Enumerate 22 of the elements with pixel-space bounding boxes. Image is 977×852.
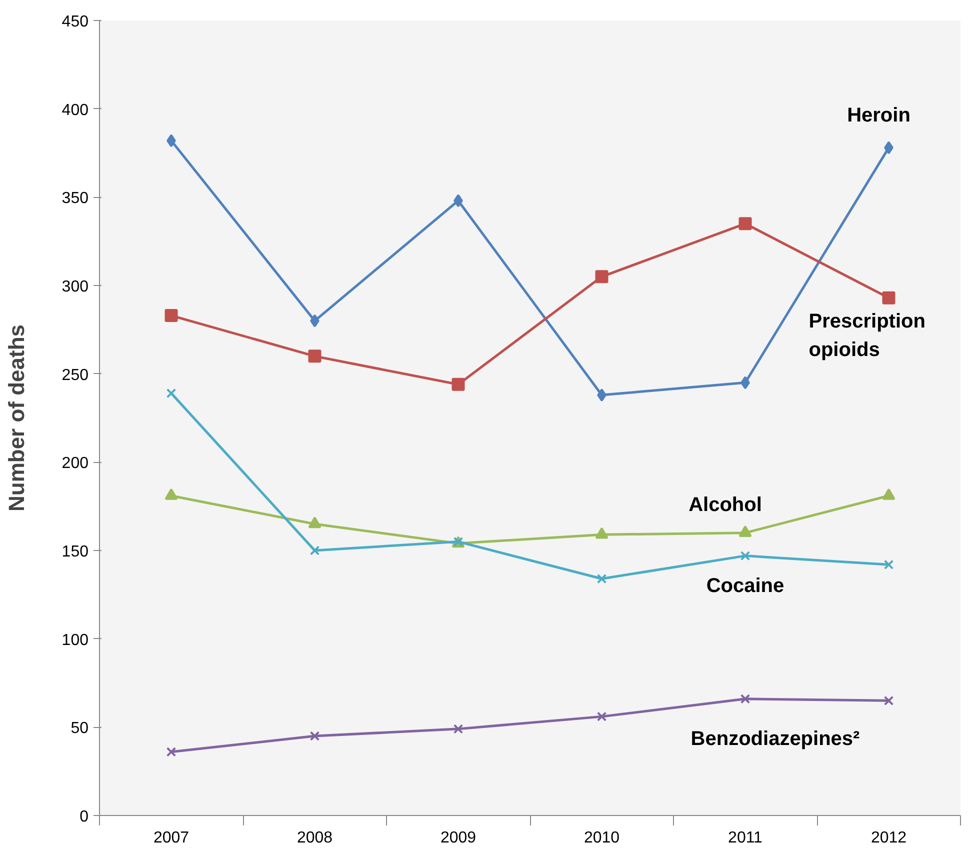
x-tick-label: 2008 [296, 830, 333, 846]
series-label: Benzodiazepines² [690, 728, 860, 750]
x-tick-label: 2007 [153, 830, 190, 846]
x-tick-label: 2011 [728, 830, 763, 846]
series-label: Heroin [847, 104, 910, 127]
y-tick-label: 400 [62, 102, 89, 119]
series-label: Prescription opioids [808, 310, 926, 362]
series-label: Cocaine [706, 574, 784, 597]
y-tick-label: 200 [62, 455, 89, 472]
y-tick-label: 250 [62, 366, 89, 384]
y-tick-label: 300 [62, 278, 89, 296]
x-tick-label: 2009 [440, 830, 476, 846]
x-tick-label: 2012 [870, 830, 907, 846]
x-tick-label: 2010 [584, 830, 620, 846]
y-tick-label: 350 [62, 190, 89, 208]
y-tick-label: 100 [62, 632, 89, 649]
y-tick-label: 150 [62, 544, 89, 560]
y-tick-label: 0 [80, 808, 89, 826]
y-axis-title: Number of deaths [4, 324, 29, 512]
series-label: Alcohol [688, 494, 762, 516]
y-tick-label: 50 [70, 720, 89, 738]
y-tick-label: 450 [62, 14, 89, 30]
